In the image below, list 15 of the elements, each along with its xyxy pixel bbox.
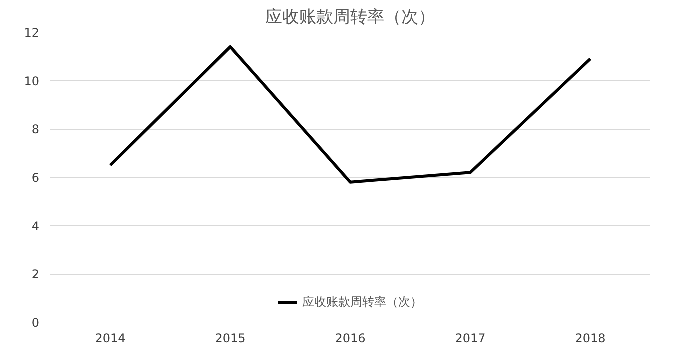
y-tick-label: 10 xyxy=(24,74,40,88)
x-tick-label: 2016 xyxy=(335,332,366,346)
y-tick-label: 0 xyxy=(32,316,40,330)
y-tick-label: 6 xyxy=(32,171,40,185)
legend-label: 应收账款周转率（次） xyxy=(302,294,422,310)
x-tick-label: 2018 xyxy=(575,332,606,346)
chart-title: 应收账款周转率（次） xyxy=(266,8,436,28)
y-tick-label: 12 xyxy=(24,26,40,40)
x-tick-label: 2017 xyxy=(455,332,486,346)
x-tick-label: 2015 xyxy=(215,332,246,346)
x-tick-label: 2014 xyxy=(95,332,126,346)
y-tick-label: 2 xyxy=(32,268,40,282)
y-tick-label: 4 xyxy=(32,219,40,234)
y-tick-label: 8 xyxy=(32,122,40,137)
line-series xyxy=(109,46,592,184)
